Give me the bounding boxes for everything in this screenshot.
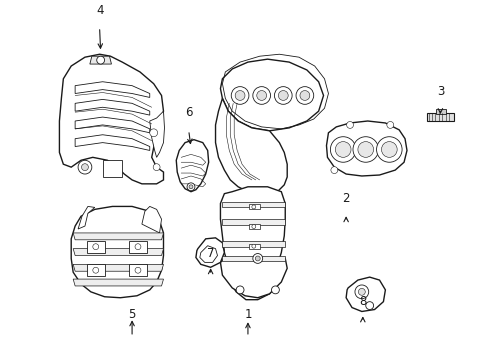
FancyBboxPatch shape <box>129 241 146 253</box>
Circle shape <box>235 91 244 100</box>
Circle shape <box>299 91 309 100</box>
Circle shape <box>135 267 141 273</box>
Polygon shape <box>75 135 149 150</box>
Circle shape <box>274 87 291 104</box>
Polygon shape <box>346 277 385 311</box>
Polygon shape <box>222 202 285 207</box>
Circle shape <box>330 167 337 174</box>
Polygon shape <box>75 117 149 133</box>
Circle shape <box>252 87 270 104</box>
FancyBboxPatch shape <box>248 204 259 210</box>
Circle shape <box>251 225 255 229</box>
Circle shape <box>251 205 255 209</box>
Circle shape <box>271 286 279 294</box>
Circle shape <box>381 141 396 157</box>
Circle shape <box>256 91 266 100</box>
Circle shape <box>255 256 260 261</box>
Circle shape <box>231 87 248 104</box>
Text: 1: 1 <box>244 308 251 321</box>
Polygon shape <box>75 99 149 115</box>
Circle shape <box>153 164 160 171</box>
Circle shape <box>365 302 373 310</box>
Circle shape <box>295 87 313 104</box>
Text: 2: 2 <box>342 193 349 206</box>
Circle shape <box>135 244 141 249</box>
Text: 4: 4 <box>96 4 103 17</box>
Polygon shape <box>436 109 446 114</box>
Circle shape <box>376 137 401 162</box>
Polygon shape <box>78 206 95 229</box>
Text: 8: 8 <box>358 294 366 307</box>
Circle shape <box>252 253 262 264</box>
Circle shape <box>93 267 99 273</box>
FancyBboxPatch shape <box>248 244 259 249</box>
Polygon shape <box>220 258 286 298</box>
Polygon shape <box>71 206 163 298</box>
Polygon shape <box>176 140 208 192</box>
Polygon shape <box>75 82 149 98</box>
Circle shape <box>97 56 104 64</box>
Circle shape <box>189 185 193 189</box>
Polygon shape <box>426 113 453 121</box>
Circle shape <box>354 285 368 299</box>
Circle shape <box>236 286 244 294</box>
Polygon shape <box>90 56 111 64</box>
Circle shape <box>78 160 92 174</box>
Circle shape <box>93 244 99 249</box>
Polygon shape <box>222 219 285 225</box>
Text: 7: 7 <box>206 247 214 260</box>
Polygon shape <box>326 121 406 176</box>
Polygon shape <box>200 246 217 262</box>
Text: 3: 3 <box>436 85 443 98</box>
FancyBboxPatch shape <box>87 264 104 276</box>
Polygon shape <box>222 256 285 261</box>
FancyBboxPatch shape <box>129 264 146 276</box>
Polygon shape <box>73 233 163 240</box>
Circle shape <box>278 91 287 100</box>
Circle shape <box>352 137 378 162</box>
Polygon shape <box>222 241 285 247</box>
Circle shape <box>358 288 365 295</box>
Polygon shape <box>142 206 161 233</box>
Polygon shape <box>73 264 163 271</box>
Circle shape <box>330 137 355 162</box>
Polygon shape <box>215 98 286 194</box>
FancyBboxPatch shape <box>87 241 104 253</box>
Polygon shape <box>196 238 224 267</box>
Circle shape <box>357 141 373 157</box>
Polygon shape <box>220 187 285 278</box>
Polygon shape <box>149 111 164 157</box>
Circle shape <box>346 121 353 129</box>
FancyBboxPatch shape <box>248 224 259 229</box>
Polygon shape <box>220 59 323 131</box>
Text: 6: 6 <box>185 106 192 119</box>
Polygon shape <box>102 160 122 177</box>
Text: 5: 5 <box>128 308 136 321</box>
Circle shape <box>335 141 350 157</box>
Circle shape <box>187 183 195 191</box>
Circle shape <box>386 121 393 129</box>
Circle shape <box>149 129 157 137</box>
Polygon shape <box>60 54 163 184</box>
Polygon shape <box>230 268 279 300</box>
Circle shape <box>81 164 88 171</box>
Polygon shape <box>73 279 163 286</box>
Circle shape <box>251 244 255 248</box>
Polygon shape <box>73 249 163 256</box>
